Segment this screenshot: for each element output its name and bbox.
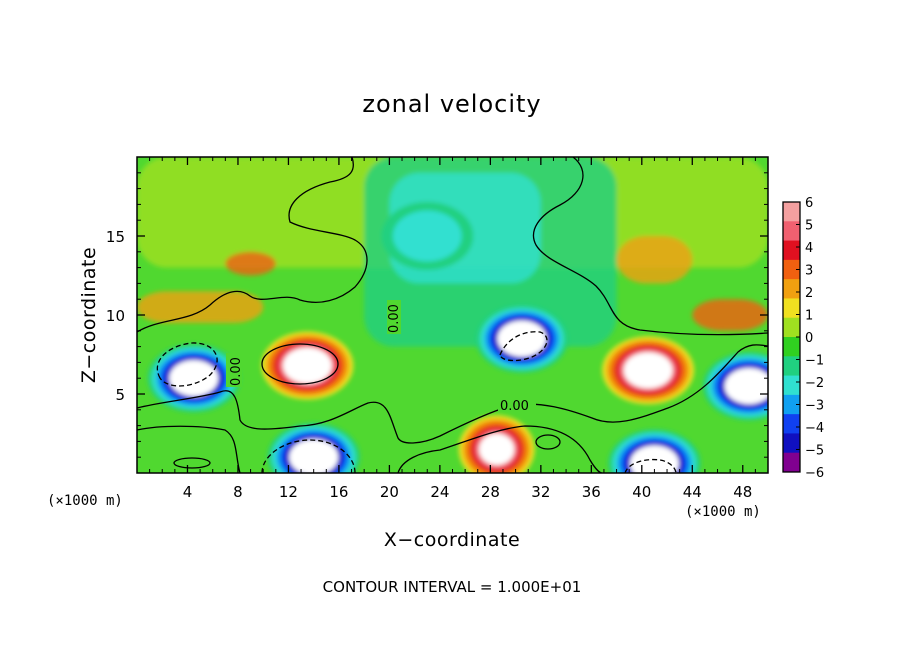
colorbar-label: −1 xyxy=(805,354,824,369)
y-axis-label: Z−coordinate xyxy=(78,247,100,383)
contour-label-bg xyxy=(498,397,536,411)
contour-label: 0.00 xyxy=(229,357,244,386)
colorbar-swatch xyxy=(783,414,800,434)
colorbar-label: 0 xyxy=(805,331,813,346)
colorbar-swatch xyxy=(783,356,800,377)
zero-contour-bottom xyxy=(137,425,603,473)
colorbar-label: 5 xyxy=(805,219,813,234)
colorbar-swatch xyxy=(783,452,800,473)
chart-title: zonal velocity xyxy=(362,90,541,118)
colorbar-label: 3 xyxy=(805,264,813,279)
x-ticks: 4 8 12 16 20 24 28 32 36 40 44 48 xyxy=(149,157,756,501)
x-tick-label: 16 xyxy=(329,483,348,501)
colorbar-label: 2 xyxy=(805,286,813,301)
field-contour-fill xyxy=(291,353,324,378)
dashed-contour-bottom-left xyxy=(261,439,356,473)
colorbar xyxy=(782,201,801,473)
colorbar-swatch xyxy=(783,240,800,261)
x-unit-right: (×1000 m) xyxy=(685,504,761,520)
x-tick-label: 48 xyxy=(733,483,752,501)
x-tick-label: 44 xyxy=(683,483,702,501)
zero-contour-upper xyxy=(137,157,768,336)
x-tick-label: 4 xyxy=(183,483,193,501)
field-contour-fill xyxy=(506,327,538,351)
colorbar-swatch xyxy=(783,202,800,222)
contour-interval-note: CONTOUR INTERVAL = 1.000E+01 xyxy=(323,578,582,596)
x-tick-label: 24 xyxy=(430,483,449,501)
colorbar-labels: 6 5 4 3 2 1 0 −1 −2 −3 −4 −5 −6 xyxy=(796,196,824,481)
colorbar-swatch xyxy=(783,279,800,299)
contour-label: 0.00 xyxy=(387,304,402,333)
dashed-contour-bottom-right xyxy=(624,458,677,473)
contour-label-group: 0.00 0.00 0.00 xyxy=(226,300,536,414)
contour-label: 0.00 xyxy=(500,399,529,414)
contour-label-bg xyxy=(387,300,401,334)
x-tick-label: 20 xyxy=(380,483,399,501)
field-contour-fill xyxy=(297,445,330,469)
colorbar-swatch xyxy=(783,337,800,357)
field-band xyxy=(137,291,264,323)
x-tick-label: 36 xyxy=(582,483,601,501)
colorbar-swatch xyxy=(783,394,800,415)
field-band xyxy=(692,299,768,331)
y-tick-label: 15 xyxy=(106,228,125,246)
colorbar-label: −6 xyxy=(805,466,824,481)
colorbar-label: −2 xyxy=(805,376,824,391)
x-tick-label: 28 xyxy=(481,483,500,501)
field-contour-fill xyxy=(632,358,664,382)
colorbar-label: −4 xyxy=(805,421,824,436)
x-tick-label: 8 xyxy=(233,483,243,501)
field-band xyxy=(225,251,276,276)
dashed-contour-left xyxy=(156,342,218,387)
colorbar-label: −5 xyxy=(805,444,824,459)
dashed-contour-right xyxy=(499,331,548,362)
zero-contour-lower xyxy=(137,344,768,444)
colorbar-swatch xyxy=(783,298,800,319)
y-tick-label: 10 xyxy=(106,307,125,325)
x-tick-label: 40 xyxy=(632,483,651,501)
colorbar-swatch xyxy=(783,317,800,338)
solid-contour-bottom-center xyxy=(535,434,561,450)
x-unit-left: (×1000 m) xyxy=(47,493,123,509)
colorbar-swatch xyxy=(783,259,800,280)
field-contour-fill xyxy=(483,437,511,462)
x-tick-label: 32 xyxy=(531,483,550,501)
colorbar-label: 6 xyxy=(805,196,813,211)
field-contour-fill xyxy=(177,366,210,390)
y-tick-label: 5 xyxy=(115,386,125,404)
y-ticks: 5 10 15 xyxy=(106,172,768,458)
colorbar-swatch xyxy=(783,375,800,396)
field-contour-fill xyxy=(404,219,451,253)
field-band xyxy=(616,236,693,284)
colorbar-label: 1 xyxy=(805,309,813,324)
contour-lines xyxy=(137,157,768,473)
field-contour-fill xyxy=(638,451,671,473)
colorbar-label: 4 xyxy=(805,241,813,256)
solid-contour-left-vortex xyxy=(261,343,339,385)
solid-contour-bottom-left xyxy=(173,457,211,469)
x-tick-label: 12 xyxy=(279,483,298,501)
x-axis-label: X−coordinate xyxy=(384,529,520,551)
contour-label-bg xyxy=(226,353,242,387)
colorbar-swatch xyxy=(783,433,800,454)
velocity-field xyxy=(137,157,768,473)
plot-area: 0.00 0.00 0.00 xyxy=(137,157,768,473)
colorbar-label: −3 xyxy=(805,399,824,414)
colorbar-swatch xyxy=(783,221,800,242)
field-contour-fill xyxy=(733,374,765,398)
